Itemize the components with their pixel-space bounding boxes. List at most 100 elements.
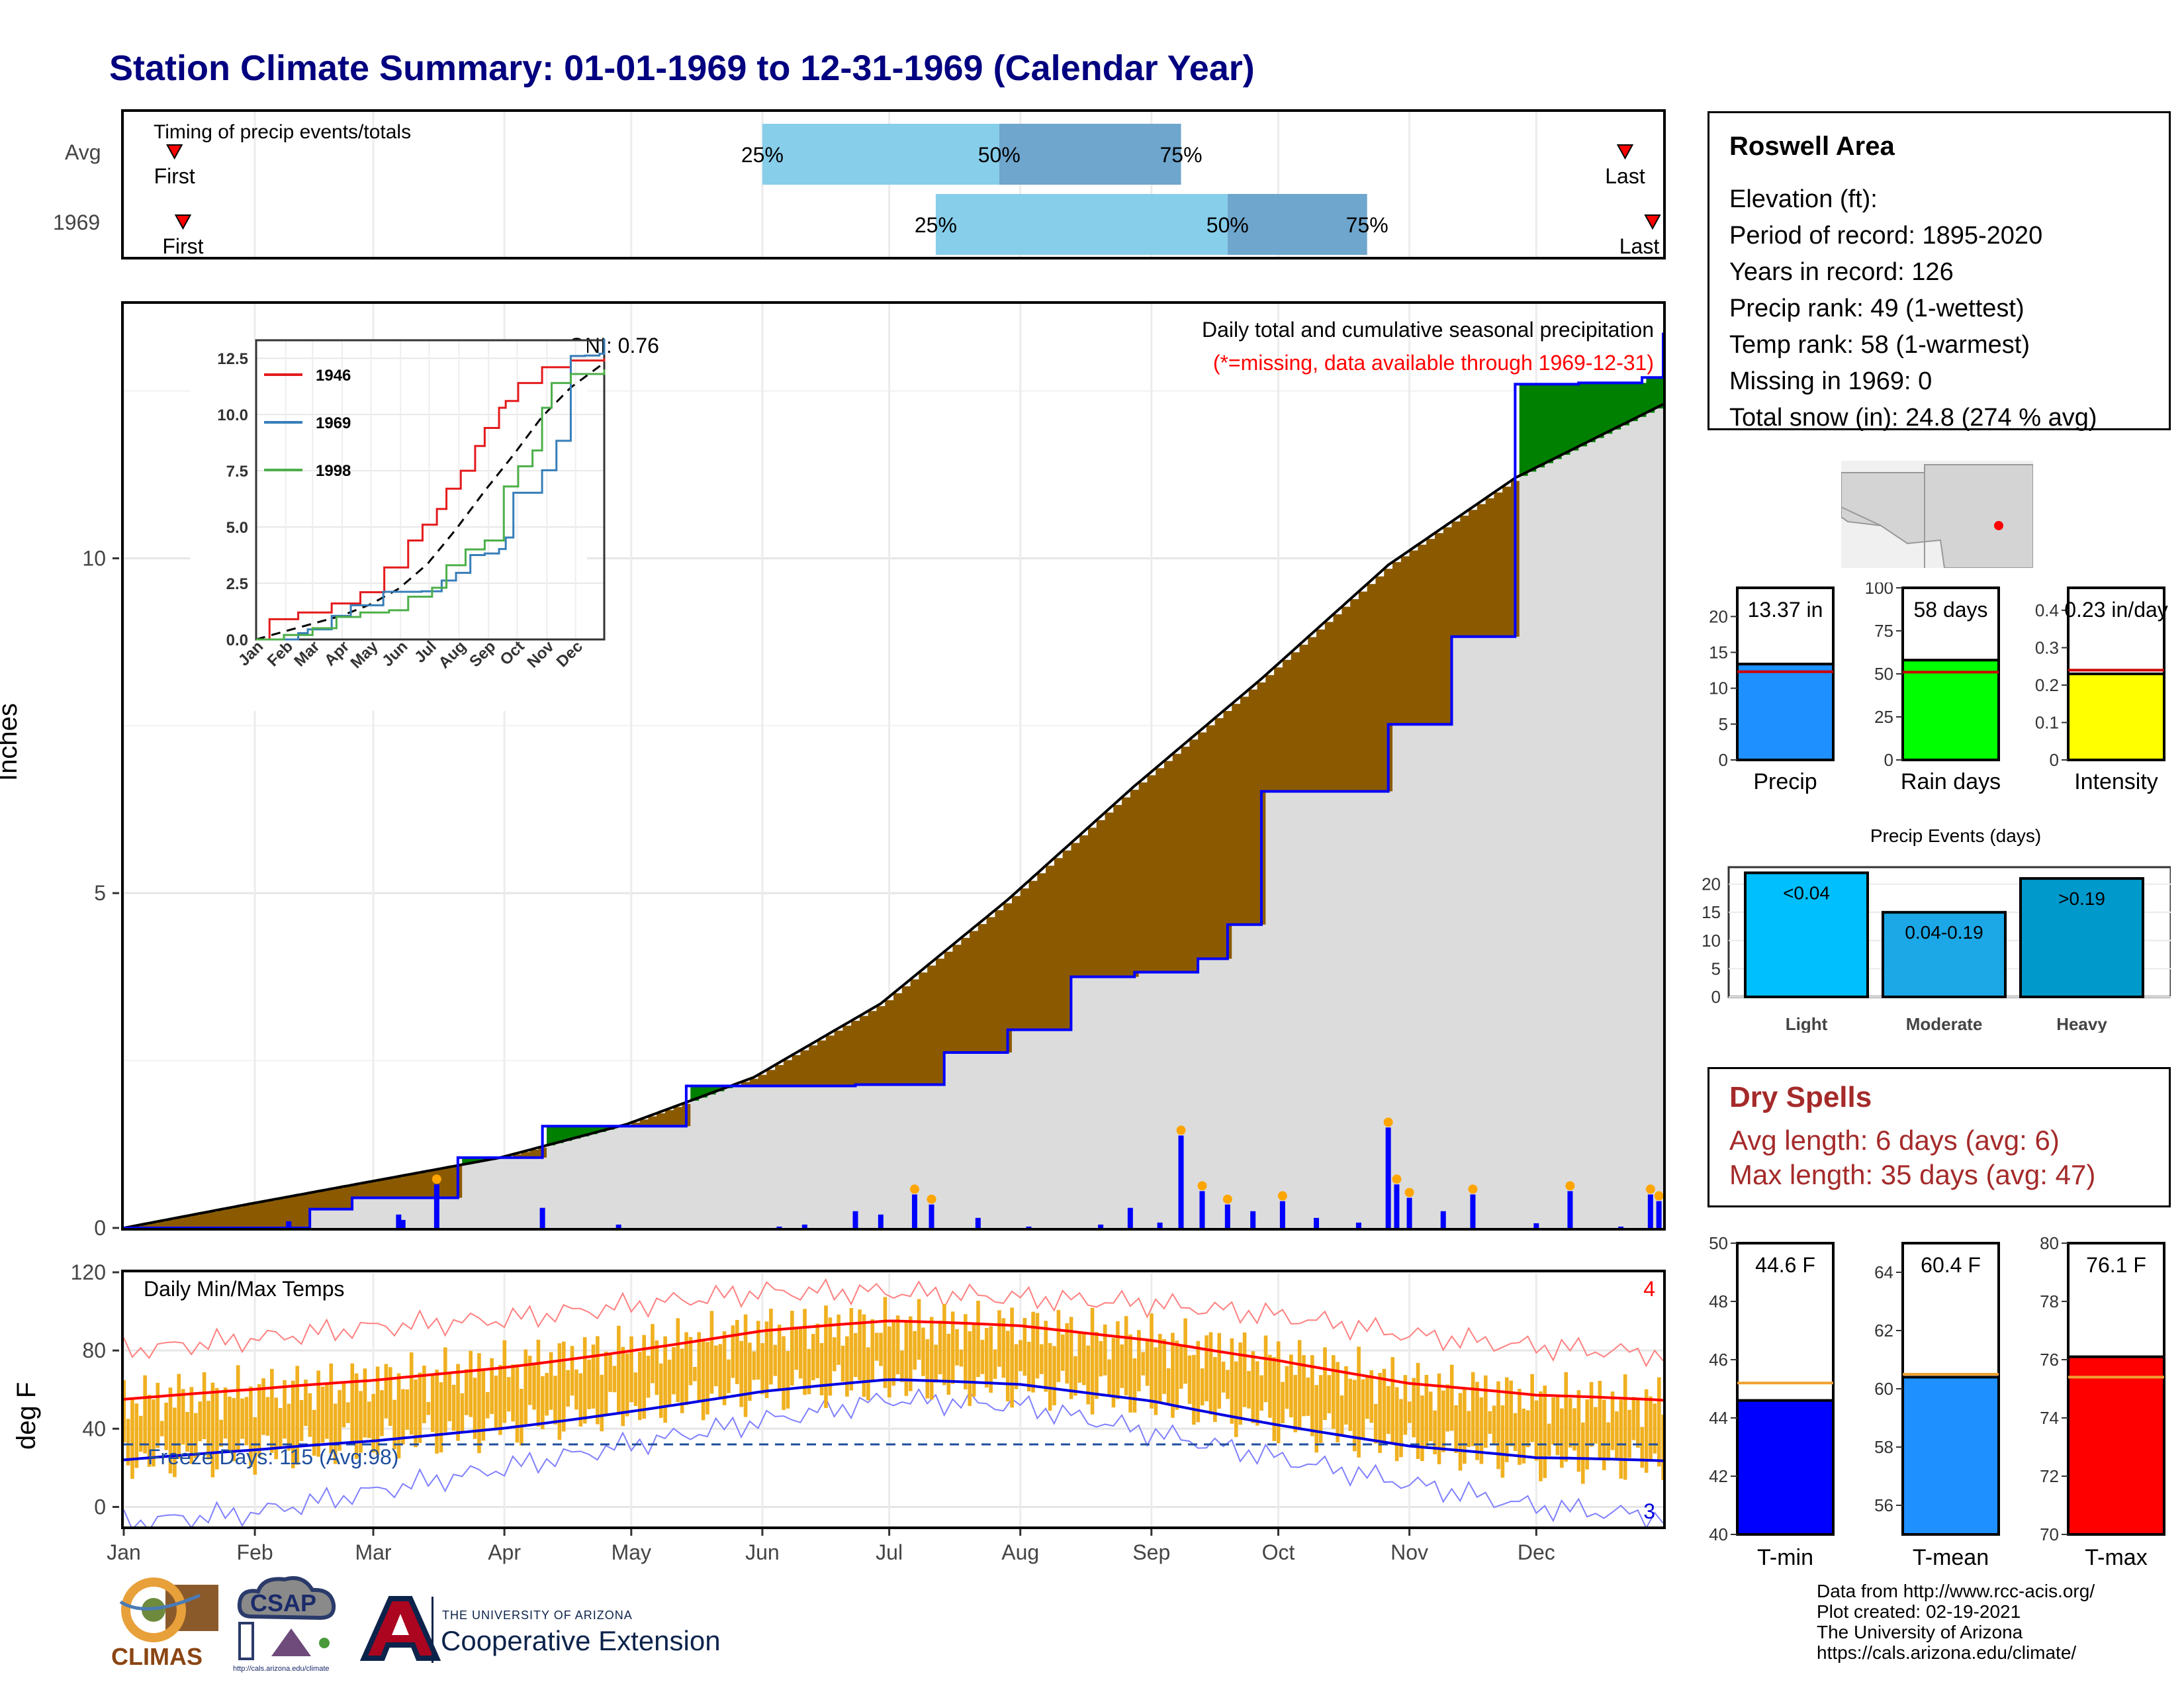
precip-normal-fill xyxy=(842,1086,852,1228)
precip-below-normal-fill xyxy=(1291,652,1300,792)
precip-normal-fill xyxy=(521,1157,531,1228)
precip-below-normal-fill xyxy=(1003,903,1013,1053)
daily-temp-bar xyxy=(506,1377,511,1412)
precip-below-normal-fill xyxy=(1409,550,1418,725)
summary-bar-tick-label: 20 xyxy=(1709,606,1728,626)
precip-normal-fill xyxy=(1240,924,1250,1228)
daily-temp-bar xyxy=(913,1331,917,1370)
precip-below-normal-fill xyxy=(809,1045,818,1086)
record-low-count: 3 xyxy=(1643,1499,1655,1523)
precip-above-normal-fill xyxy=(555,1126,565,1143)
daily-temp-bar xyxy=(1061,1335,1065,1371)
precip-below-normal-fill xyxy=(1477,504,1486,637)
precip-normal-fill xyxy=(588,1134,598,1228)
station-name: Roswell Area xyxy=(1729,132,1895,161)
daily-temp-bar xyxy=(1357,1346,1361,1458)
daily-temp-bar xyxy=(1598,1380,1602,1460)
daily-temp-bar xyxy=(363,1368,367,1438)
daily-temp-bar xyxy=(1525,1410,1530,1448)
precip-below-normal-fill xyxy=(1316,629,1326,792)
precip-below-normal-fill xyxy=(158,1221,167,1228)
climas-logo-text: CLIMAS xyxy=(111,1643,203,1670)
daily-temp-bar xyxy=(126,1419,130,1466)
daily-temp-bar xyxy=(1610,1391,1615,1450)
daily-temp-bar xyxy=(578,1373,583,1427)
precip-below-normal-fill xyxy=(1494,492,1503,637)
daily-temp-bar xyxy=(617,1325,621,1413)
precip-normal-fill xyxy=(1621,425,1630,1228)
daily-precip-bar xyxy=(801,1224,807,1228)
daily-precip-marker xyxy=(1645,1184,1655,1194)
precip-normal-fill xyxy=(631,1126,641,1228)
csap-logo-text: CSAP xyxy=(250,1589,316,1617)
daily-temp-bar xyxy=(1268,1354,1272,1418)
daily-precip-bar xyxy=(1250,1211,1256,1228)
precip-normal-fill xyxy=(1469,636,1478,1228)
daily-temp-bar xyxy=(1272,1357,1277,1441)
daily-temp-bar xyxy=(722,1331,727,1405)
daily-temp-bar xyxy=(1065,1323,1069,1384)
precip-normal-fill xyxy=(360,1197,370,1228)
precip-below-normal-fill xyxy=(259,1202,268,1228)
month-label: Jun xyxy=(745,1540,780,1564)
daily-temp-bar xyxy=(354,1373,359,1459)
daily-temp-bar xyxy=(1171,1333,1175,1418)
daily-temp-bar xyxy=(270,1368,274,1453)
precip-below-normal-fill xyxy=(1265,675,1275,792)
precip-above-normal-fill xyxy=(1578,383,1588,447)
precip-normal-fill xyxy=(597,1132,607,1228)
daily-temp-bar xyxy=(532,1365,536,1410)
daily-temp-bar xyxy=(879,1333,883,1366)
daily-precip-marker xyxy=(909,1184,919,1194)
daily-temp-bar xyxy=(794,1327,799,1370)
precip-below-normal-fill xyxy=(901,986,911,1085)
daily-temp-bar xyxy=(938,1321,942,1375)
precip-below-normal-fill xyxy=(1469,510,1478,637)
precip-normal-fill xyxy=(1223,959,1232,1228)
daily-temp-bar xyxy=(1069,1317,1073,1399)
daily-temp-bar xyxy=(587,1359,591,1409)
station-years: Years in record: 126 xyxy=(1729,258,1954,286)
daily-temp-bar xyxy=(1285,1366,1289,1409)
precip-normal-fill xyxy=(1324,791,1334,1228)
daily-temp-bar xyxy=(1594,1407,1598,1444)
daily-temp-bar xyxy=(714,1345,718,1387)
daily-precip-marker xyxy=(1176,1125,1186,1135)
daily-temp-bar xyxy=(727,1359,731,1393)
daily-temp-bar xyxy=(414,1379,418,1448)
daily-temp-bar xyxy=(1302,1355,1306,1417)
daily-temp-bar xyxy=(1589,1382,1594,1447)
daily-temp-bar xyxy=(705,1342,709,1415)
daily-temp-bar xyxy=(688,1336,693,1385)
station-elevation: Elevation (ft): xyxy=(1729,185,1878,213)
station-precip-rank: Precip rank: 49 (1-wettest) xyxy=(1729,295,2025,322)
precip-below-normal-fill xyxy=(648,1116,657,1127)
daily-temp-bar xyxy=(1103,1324,1107,1376)
daily-temp-bar xyxy=(1644,1389,1649,1473)
precip-below-normal-fill xyxy=(1248,689,1258,925)
precip-normal-fill xyxy=(1655,408,1663,1228)
daily-temp-bar xyxy=(1001,1318,1006,1378)
daily-temp-bar xyxy=(236,1365,240,1452)
precip-below-normal-fill xyxy=(657,1113,666,1127)
precip-normal-fill xyxy=(1113,976,1122,1228)
precip-below-normal-fill xyxy=(301,1194,310,1228)
precip-normal-fill xyxy=(1130,976,1140,1228)
freeze-days-label: Freeze Days: 115 (Avg:98) xyxy=(148,1445,398,1469)
timing-first-label: First xyxy=(162,234,203,257)
daily-temp-bar xyxy=(443,1347,447,1432)
credit-line-university: The University of Arizona xyxy=(1817,1622,2023,1642)
daily-temp-bar xyxy=(841,1345,845,1382)
summary-bar-tick-label: 44 xyxy=(1709,1408,1728,1428)
temp-ytick-label: 40 xyxy=(82,1417,106,1440)
precip-below-normal-fill xyxy=(952,945,962,1053)
daily-temp-bar xyxy=(731,1325,735,1378)
precip-normal-fill xyxy=(563,1141,572,1228)
summary-bar-tick-label: 64 xyxy=(1874,1262,1893,1282)
daily-temp-bar xyxy=(1048,1342,1052,1411)
precip-normal-fill xyxy=(1003,1052,1013,1228)
precip-below-normal-fill xyxy=(970,931,979,1053)
daily-temp-bar xyxy=(173,1407,177,1477)
daily-temp-bar xyxy=(997,1310,1001,1367)
daily-temp-bar xyxy=(925,1339,930,1399)
